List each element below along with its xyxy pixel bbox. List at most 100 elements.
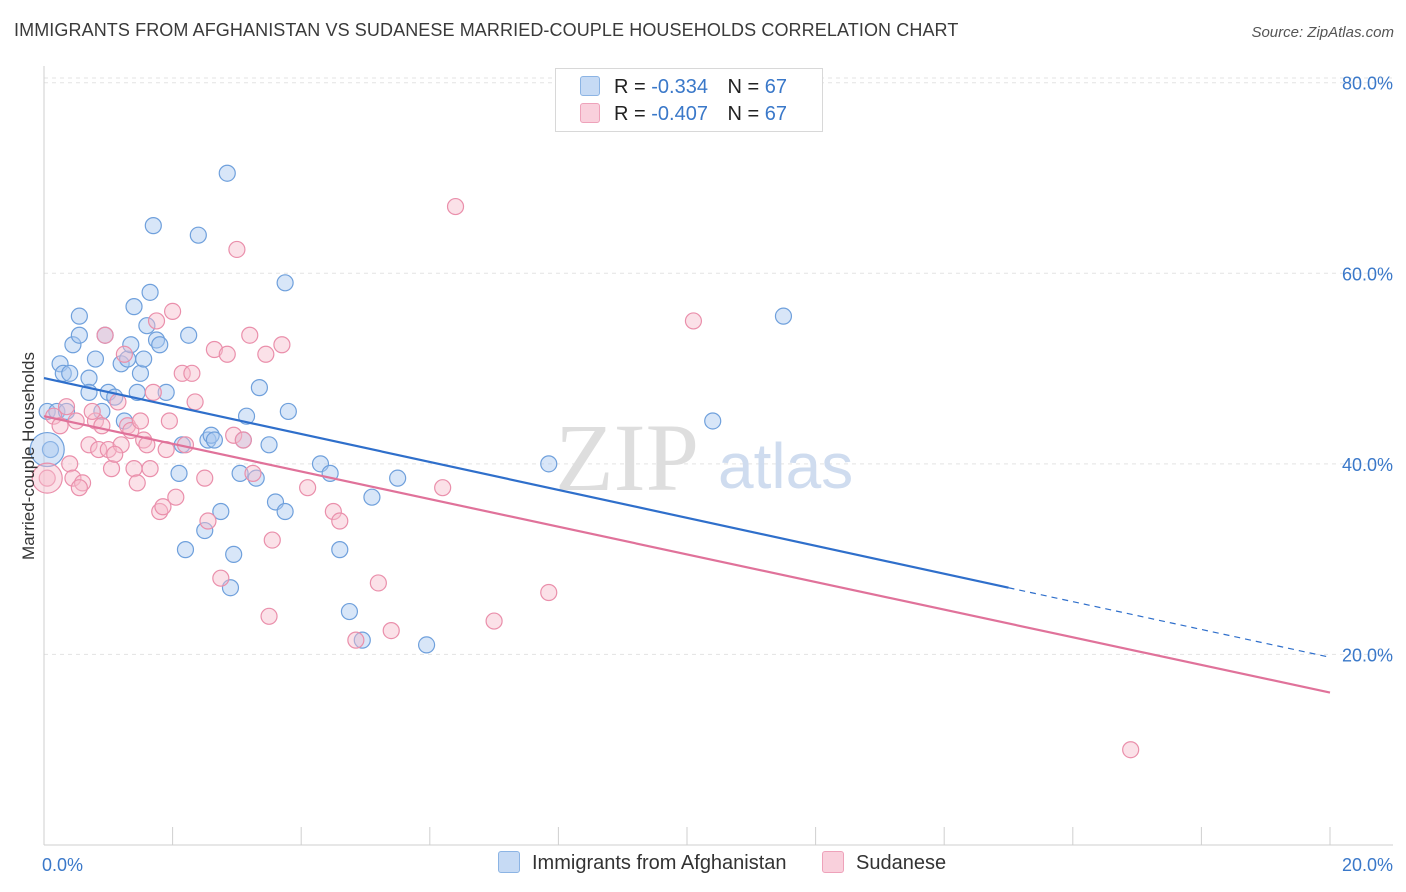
point-afghanistan bbox=[64, 336, 82, 354]
legend-r-label: R = bbox=[614, 103, 646, 125]
point-afghanistan bbox=[70, 326, 88, 344]
point-afghanistan bbox=[247, 469, 265, 487]
point-sudanese bbox=[173, 364, 191, 382]
point-afghanistan bbox=[189, 226, 207, 244]
point-sudanese bbox=[57, 398, 76, 416]
point-afghanistan bbox=[363, 488, 381, 506]
point-sudanese bbox=[540, 583, 558, 602]
point-afghanistan bbox=[196, 521, 214, 540]
point-sudanese bbox=[446, 197, 465, 216]
point-sudanese bbox=[73, 474, 92, 492]
point-afghanistan bbox=[70, 307, 88, 325]
point-sudanese bbox=[263, 531, 281, 549]
watermark-zip: ZIP bbox=[555, 404, 699, 511]
point-sudanese bbox=[485, 612, 503, 630]
point-afghanistan bbox=[41, 440, 60, 459]
point-sudanese bbox=[51, 417, 69, 435]
trend-lines bbox=[43, 377, 1331, 694]
point-sudanese bbox=[164, 302, 182, 320]
point-afghanistan bbox=[340, 602, 359, 621]
watermark: ZIP atlas bbox=[555, 404, 853, 511]
point-afghanistan bbox=[231, 464, 249, 482]
point-sudanese bbox=[96, 326, 114, 344]
point-afghanistan bbox=[417, 636, 436, 654]
point-afghanistan bbox=[353, 631, 371, 649]
point-afghanistan bbox=[199, 431, 217, 449]
point-sudanese bbox=[234, 431, 252, 449]
point-afghanistan bbox=[61, 364, 79, 382]
legend-row-afghanistan: R = -0.334 N = 67 bbox=[580, 76, 787, 99]
point-sudanese bbox=[1122, 741, 1140, 759]
point-sudanese bbox=[102, 460, 121, 478]
legend-n-label: N = bbox=[727, 103, 760, 125]
legend-row-sudanese: R = -0.407 N = 67 bbox=[580, 103, 787, 126]
watermark-atlas: atlas bbox=[718, 430, 853, 502]
bottom-legend-label-sudanese: Sudanese bbox=[856, 852, 947, 874]
point-sudanese bbox=[218, 345, 236, 363]
point-afghanistan-large bbox=[29, 431, 65, 468]
point-afghanistan bbox=[279, 402, 297, 421]
point-afghanistan bbox=[170, 464, 188, 482]
point-afghanistan bbox=[540, 455, 558, 473]
point-sudanese bbox=[93, 417, 111, 435]
point-afghanistan bbox=[250, 379, 269, 397]
gridlines bbox=[44, 77, 1393, 655]
point-afghanistan bbox=[331, 541, 349, 559]
point-sudanese bbox=[199, 512, 217, 530]
point-afghanistan bbox=[774, 307, 793, 325]
point-sudanese bbox=[131, 412, 150, 430]
legend-n-value-afghanistan: 67 bbox=[764, 76, 788, 98]
y-tick-label: 20.0% bbox=[1342, 645, 1393, 665]
y-axis-label: Married-couple Households bbox=[19, 352, 38, 560]
point-afghanistan bbox=[135, 350, 153, 368]
y-tick-label: 40.0% bbox=[1342, 455, 1393, 475]
point-afghanistan bbox=[144, 217, 162, 235]
point-afghanistan bbox=[80, 369, 98, 387]
y-tick-label: 80.0% bbox=[1342, 74, 1393, 94]
point-afghanistan bbox=[276, 274, 294, 292]
point-afghanistan bbox=[225, 545, 243, 563]
point-afghanistan bbox=[151, 336, 169, 354]
bottom-legend-swatch-sudanese bbox=[822, 851, 844, 873]
point-afghanistan bbox=[131, 364, 150, 382]
legend-swatch-sudanese bbox=[580, 103, 600, 123]
x-tick-label-left: 0.0% bbox=[42, 855, 83, 875]
legend-r-label: R = bbox=[614, 76, 646, 98]
point-sudanese bbox=[38, 469, 56, 487]
point-sudanese bbox=[160, 412, 178, 430]
correlation-legend: R = -0.334 N = 67 R = -0.407 N = 67 bbox=[555, 68, 823, 132]
point-afghanistan bbox=[125, 298, 143, 316]
point-sudanese bbox=[273, 336, 291, 354]
point-sudanese bbox=[244, 464, 262, 482]
point-sudanese bbox=[684, 312, 703, 330]
point-afghanistan bbox=[212, 502, 230, 521]
point-sudanese bbox=[80, 436, 98, 454]
point-afghanistan bbox=[205, 431, 223, 449]
point-afghanistan bbox=[389, 469, 407, 487]
axes bbox=[43, 66, 1393, 846]
point-sudanese bbox=[151, 502, 169, 521]
legend-r-value-sudanese: -0.407 bbox=[651, 103, 708, 125]
point-sudanese bbox=[70, 479, 88, 497]
point-afghanistan bbox=[180, 326, 198, 344]
point-sudanese bbox=[212, 569, 230, 587]
point-afghanistan bbox=[202, 426, 220, 444]
legend-n-value-sudanese: 67 bbox=[764, 103, 788, 125]
data-points bbox=[29, 164, 1140, 759]
point-afghanistan bbox=[138, 317, 156, 335]
point-sudanese bbox=[324, 502, 342, 521]
point-sudanese bbox=[167, 488, 185, 506]
point-sudanese bbox=[83, 402, 101, 421]
point-afghanistan bbox=[122, 336, 140, 354]
x-tick-label-right: 20.0% bbox=[1342, 855, 1393, 875]
point-sudanese bbox=[64, 469, 82, 487]
source-label: Source: ZipAtlas.com bbox=[1251, 24, 1394, 41]
y-tick-label: 60.0% bbox=[1342, 264, 1393, 284]
bottom-legend-label-afghanistan: Immigrants from Afghanistan bbox=[532, 852, 787, 874]
point-sudanese-large bbox=[31, 462, 63, 494]
point-sudanese bbox=[434, 479, 452, 497]
point-sudanese bbox=[205, 340, 223, 359]
point-afghanistan bbox=[260, 436, 278, 454]
tick-labels: 20.0% 40.0% 60.0% 80.0% 0.0% 20.0% bbox=[42, 74, 1393, 875]
